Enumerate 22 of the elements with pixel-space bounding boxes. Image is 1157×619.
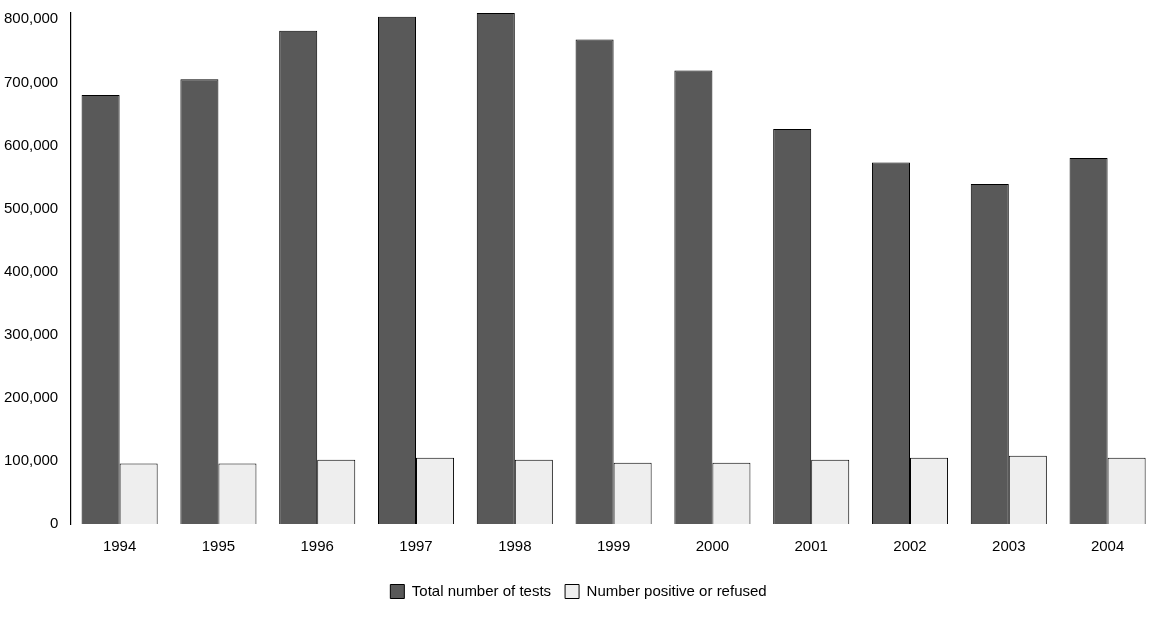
x-tick-label: 1994 [102, 537, 137, 555]
x-tick-label: 2001 [794, 537, 828, 555]
x-tick-label: 1995 [201, 537, 236, 555]
x-tick-label: 1999 [596, 537, 631, 555]
y-tick-label: 0 [49, 514, 59, 532]
x-tick-label: 1997 [399, 537, 433, 555]
x-tick-label: 2004 [1090, 537, 1125, 555]
y-tick-label: 800,000 [3, 9, 59, 27]
x-tick-label: 2002 [893, 537, 927, 555]
x-tick-label: 1996 [300, 537, 334, 555]
x-tick-label: 1998 [498, 537, 532, 555]
x-tick-label: 2003 [992, 537, 1026, 555]
y-tick-label: 600,000 [3, 135, 59, 153]
legend-label: Number positive or refused [586, 581, 767, 599]
y-tick-label: 500,000 [3, 198, 59, 216]
y-tick-label: 400,000 [3, 261, 59, 279]
y-tick-label: 700,000 [3, 72, 59, 90]
y-tick-label: 300,000 [3, 324, 59, 342]
x-tick-label: 2000 [695, 537, 730, 555]
y-tick-label: 200,000 [3, 387, 59, 405]
y-tick-label: 100,000 [3, 451, 59, 469]
legend-label: Total number of tests [411, 581, 552, 599]
